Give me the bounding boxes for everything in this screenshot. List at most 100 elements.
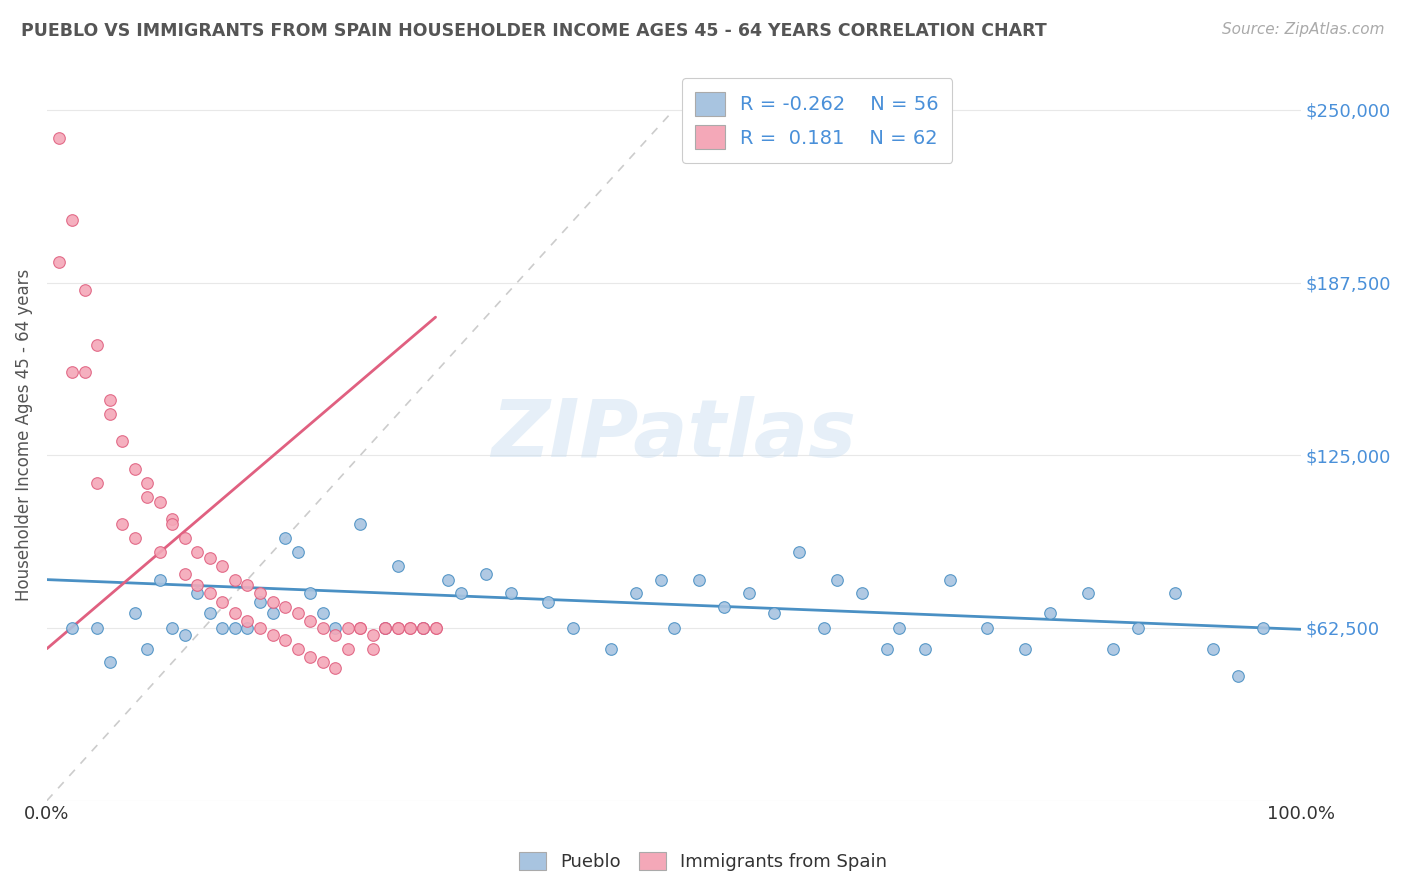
Point [198,606,221,620]
Point [287,545,309,559]
Point [73,366,96,380]
Point [624,586,647,600]
Point [976,621,998,635]
Point [374,621,396,635]
Point [412,621,434,635]
Point [499,586,522,600]
Point [425,621,447,635]
Point [274,600,297,615]
Point [124,531,146,545]
Point [262,628,284,642]
Point [763,606,786,620]
Point [262,606,284,620]
Point [48,255,70,269]
Legend: Pueblo, Immigrants from Spain: Pueblo, Immigrants from Spain [512,845,894,879]
Point [349,517,371,532]
Point [412,621,434,635]
Text: PUEBLO VS IMMIGRANTS FROM SPAIN HOUSEHOLDER INCOME AGES 45 - 64 YEARS CORRELATIO: PUEBLO VS IMMIGRANTS FROM SPAIN HOUSEHOL… [21,22,1047,40]
Point [249,621,271,635]
Point [249,586,271,600]
Point [361,628,384,642]
Point [323,628,346,642]
Point [60,621,83,635]
Point [86,338,108,352]
Point [299,614,322,628]
Point [537,595,560,609]
Point [173,628,195,642]
Point [124,606,146,620]
Point [299,586,322,600]
Point [211,558,233,573]
Point [274,633,297,648]
Point [211,595,233,609]
Point [73,283,96,297]
Point [1101,641,1123,656]
Point [336,621,359,635]
Point [60,213,83,227]
Point [173,531,195,545]
Point [162,621,184,635]
Point [787,545,810,559]
Point [236,621,259,635]
Point [387,621,409,635]
Point [186,586,208,600]
Point [136,475,159,490]
Point [825,573,848,587]
Point [361,641,384,656]
Point [86,621,108,635]
Point [437,573,460,587]
Point [387,558,409,573]
Point [274,531,297,545]
Point [1226,669,1249,683]
Point [198,586,221,600]
Point [474,567,496,582]
Point [224,573,246,587]
Point [374,621,396,635]
Point [312,621,335,635]
Point [374,621,396,635]
Point [1202,641,1225,656]
Point [425,621,447,635]
Point [149,573,172,587]
Point [600,641,623,656]
Point [249,595,271,609]
Point [1164,586,1187,600]
Point [198,550,221,565]
Point [224,621,246,635]
Point [236,614,259,628]
Point [312,606,335,620]
Point [662,621,685,635]
Point [412,621,434,635]
Point [86,475,108,490]
Point [162,517,184,532]
Point [851,586,873,600]
Point [813,621,835,635]
Point [450,586,472,600]
Point [312,656,335,670]
Point [688,573,710,587]
Point [186,545,208,559]
Point [1076,586,1098,600]
Text: Source: ZipAtlas.com: Source: ZipAtlas.com [1222,22,1385,37]
Point [349,621,371,635]
Point [149,495,172,509]
Point [876,641,898,656]
Point [60,366,83,380]
Point [299,650,322,665]
Point [914,641,936,656]
Point [287,641,309,656]
Point [323,621,346,635]
Text: ZIPatlas: ZIPatlas [491,395,856,474]
Point [98,656,121,670]
Point [211,621,233,635]
Point [98,407,121,421]
Point [938,573,960,587]
Point [1039,606,1062,620]
Point [186,578,208,592]
Point [98,392,121,407]
Point [136,641,159,656]
Point [287,606,309,620]
Point [136,490,159,504]
Legend: R = -0.262    N = 56, R =  0.181    N = 62: R = -0.262 N = 56, R = 0.181 N = 62 [682,78,952,162]
Point [149,545,172,559]
